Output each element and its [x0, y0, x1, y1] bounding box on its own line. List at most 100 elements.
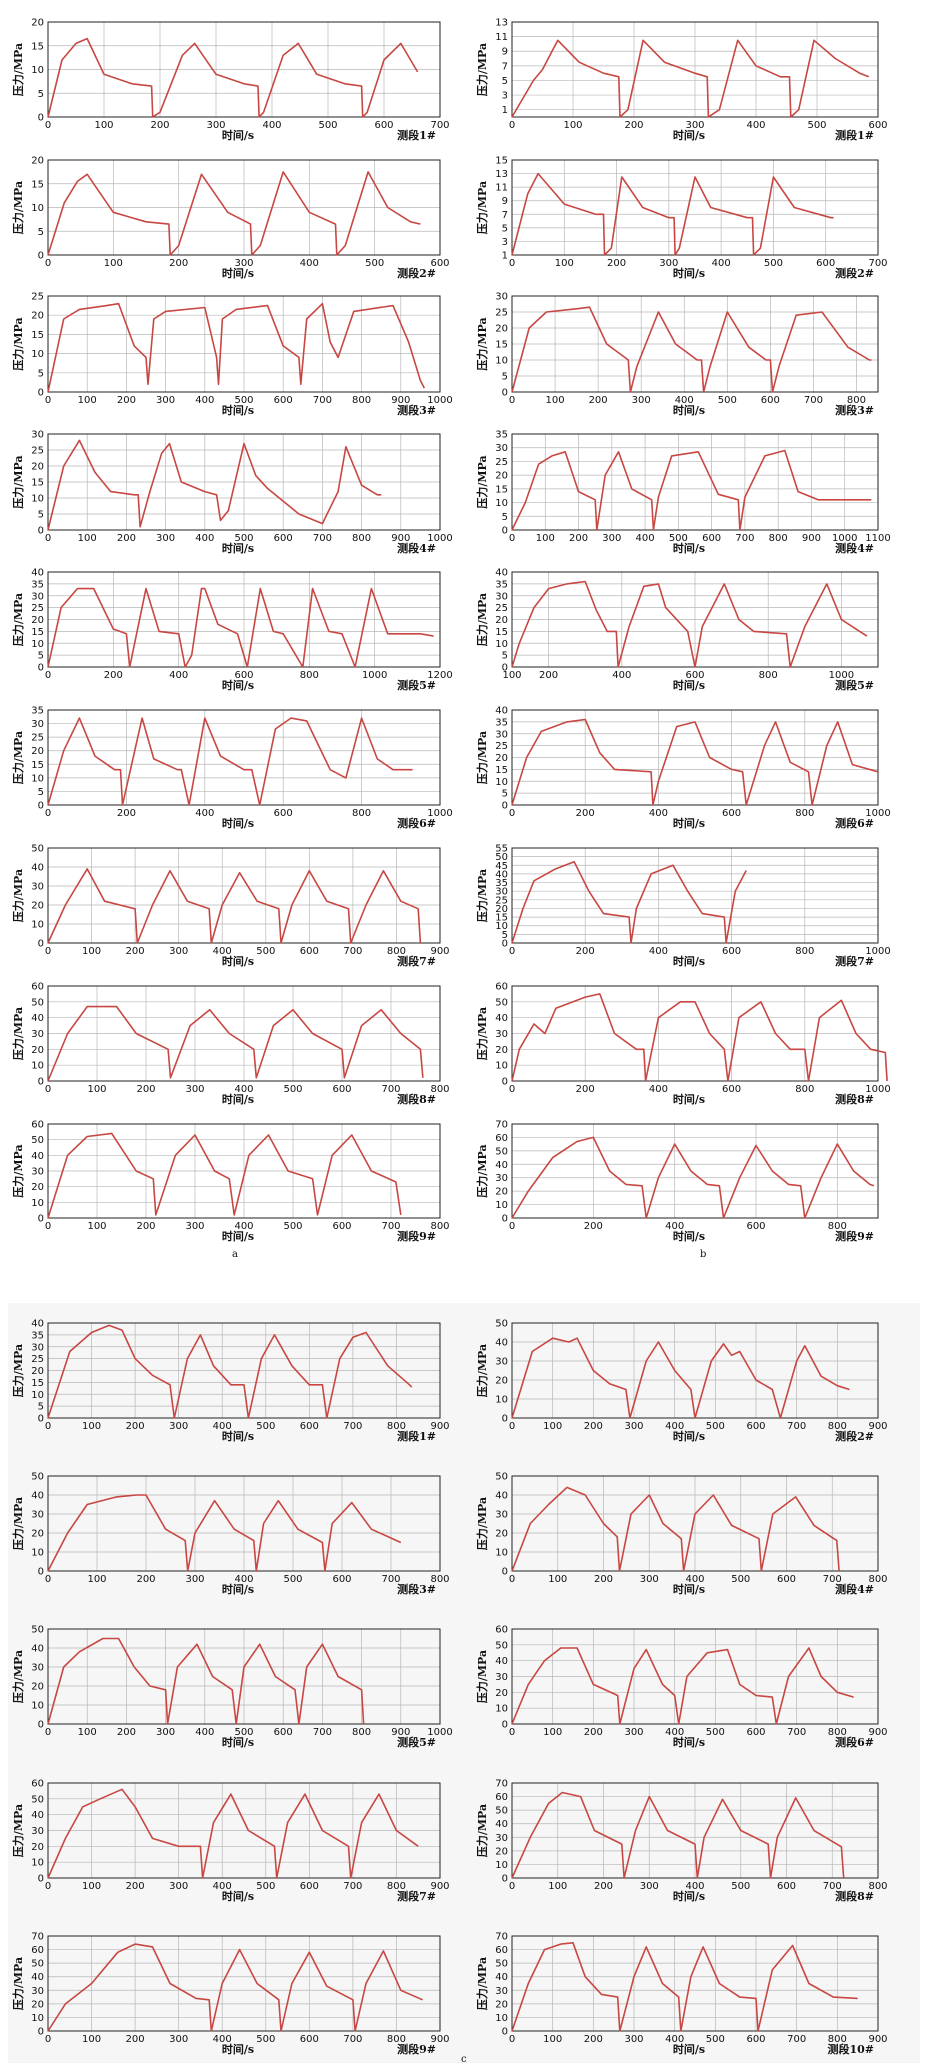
x-tick-label: 0 — [509, 1084, 515, 1095]
x-tick-label: 100 — [78, 533, 97, 544]
y-tick-label: 40 — [495, 869, 508, 880]
pressure-series-line — [511, 172, 834, 256]
x-tick-label: 1100 — [865, 533, 890, 544]
pressure-series-line — [47, 587, 434, 668]
x-axis-label: 时间/s — [673, 954, 705, 968]
x-tick-label: 400 — [195, 808, 214, 819]
x-tick-label: 400 — [649, 946, 668, 957]
x-tick-label: 0 — [45, 670, 51, 681]
y-tick-label: 0 — [502, 939, 508, 950]
figure-label-b: b — [700, 1249, 707, 1260]
section-label: 测段7# — [397, 954, 436, 968]
chart-a7: 0 100 200 300 400 500 600 700 800 900 0 10 20 30 40 50 时… — [11, 844, 450, 969]
y-tick-label: 20 — [31, 311, 44, 322]
x-axis-label: 时间/s — [222, 954, 254, 968]
pressure-series-line — [47, 1132, 402, 1219]
pressure-series-line — [511, 718, 879, 806]
y-axis-label: 压力/MPa — [11, 731, 25, 784]
x-tick-label: 100 — [563, 120, 582, 131]
x-tick-label: 400 — [262, 120, 281, 131]
x-tick-label: 700 — [313, 533, 332, 544]
x-tick-label: 400 — [675, 395, 694, 406]
y-tick-label: 15 — [31, 478, 44, 489]
x-tick-label: 0 — [45, 946, 51, 957]
y-tick-label: 20 — [31, 1182, 44, 1193]
section-label: 测段6# — [835, 816, 874, 830]
plot-frame — [47, 1123, 441, 1219]
x-tick-label: 200 — [569, 533, 588, 544]
x-tick-label: 400 — [649, 808, 668, 819]
x-tick-label: 400 — [712, 258, 731, 269]
y-axis-label: 压力/MPa — [11, 43, 25, 96]
x-tick-label: 700 — [343, 946, 362, 957]
y-axis-label: 压力/MPa — [475, 593, 489, 646]
x-tick-label: 400 — [195, 533, 214, 544]
section-label: 测段1# — [397, 128, 436, 142]
plot-frame — [47, 571, 441, 668]
section-label: 测段5# — [397, 678, 436, 692]
y-tick-label: 10 — [31, 920, 44, 931]
y-tick-label: 35 — [495, 430, 508, 441]
x-tick-label: 300 — [169, 946, 188, 957]
x-axis-label: 时间/s — [673, 541, 705, 555]
x-tick-label: 200 — [584, 1221, 603, 1232]
x-tick-label: 200 — [576, 946, 595, 957]
x-tick-label: 800 — [769, 533, 788, 544]
x-tick-label: 0 — [45, 1084, 51, 1095]
x-tick-label: 200 — [117, 533, 136, 544]
y-tick-label: 20 — [495, 615, 508, 626]
y-tick-label: 30 — [31, 1167, 44, 1178]
x-axis-label: 时间/s — [222, 541, 254, 555]
y-tick-label: 10 — [495, 921, 508, 932]
y-tick-label: 20 — [495, 1187, 508, 1198]
x-tick-label: 0 — [509, 120, 515, 131]
y-tick-label: 30 — [495, 292, 508, 303]
x-axis-label: 时间/s — [222, 266, 254, 280]
plot-frame — [47, 709, 441, 806]
y-tick-label: 0 — [38, 388, 44, 399]
y-tick-label: 0 — [38, 1214, 44, 1225]
x-tick-label: 800 — [847, 395, 866, 406]
x-tick-label: 500 — [807, 120, 826, 131]
y-tick-label: 70 — [495, 1120, 508, 1131]
y-tick-label: 40 — [495, 706, 508, 717]
y-tick-label: 25 — [31, 603, 44, 614]
y-tick-label: 40 — [31, 1013, 44, 1024]
y-tick-label: 15 — [31, 41, 44, 52]
pressure-series-line — [47, 868, 422, 944]
y-tick-label: 25 — [495, 741, 508, 752]
y-axis-label: 压力/MPa — [475, 43, 489, 96]
x-tick-label: 300 — [156, 395, 175, 406]
y-tick-label: 40 — [495, 568, 508, 579]
y-tick-label: 25 — [495, 895, 508, 906]
y-tick-label: 30 — [31, 591, 44, 602]
y-tick-label: 45 — [495, 861, 508, 872]
y-tick-label: 5 — [38, 89, 44, 100]
y-tick-label: 40 — [495, 1013, 508, 1024]
y-tick-label: 10 — [495, 1200, 508, 1211]
chart-b8: 0 200 400 600 800 1000 0 10 20 30 40 50 60 时间/s 压力/MPa… — [475, 982, 891, 1107]
x-tick-label: 800 — [430, 1221, 449, 1232]
y-tick-label: 0 — [502, 1214, 508, 1225]
y-tick-label: 40 — [31, 1151, 44, 1162]
y-tick-label: 0 — [502, 526, 508, 537]
y-tick-label: 5 — [502, 76, 508, 87]
x-tick-label: 400 — [300, 258, 319, 269]
x-tick-label: 300 — [156, 533, 175, 544]
x-tick-label: 600 — [761, 395, 780, 406]
y-tick-label: 11 — [495, 32, 508, 43]
x-tick-label: 500 — [283, 1084, 302, 1095]
pressure-series-line — [47, 37, 419, 118]
pressure-series-line — [511, 449, 872, 531]
x-tick-label: 100 — [82, 946, 101, 957]
x-tick-label: 200 — [136, 1084, 155, 1095]
y-tick-label: 10 — [31, 494, 44, 505]
x-tick-label: 600 — [868, 120, 887, 131]
y-axis-label: 压力/MPa — [11, 1007, 25, 1060]
x-tick-label: 800 — [795, 1084, 814, 1095]
x-tick-label: 700 — [868, 258, 887, 269]
x-tick-label: 400 — [169, 670, 188, 681]
y-tick-label: 10 — [495, 1061, 508, 1072]
y-tick-label: 35 — [495, 878, 508, 889]
chart-a2: 0 100 200 300 400 500 600 0 5 10 15 20 时间/s 压力/MPa 测段2… — [11, 156, 450, 281]
